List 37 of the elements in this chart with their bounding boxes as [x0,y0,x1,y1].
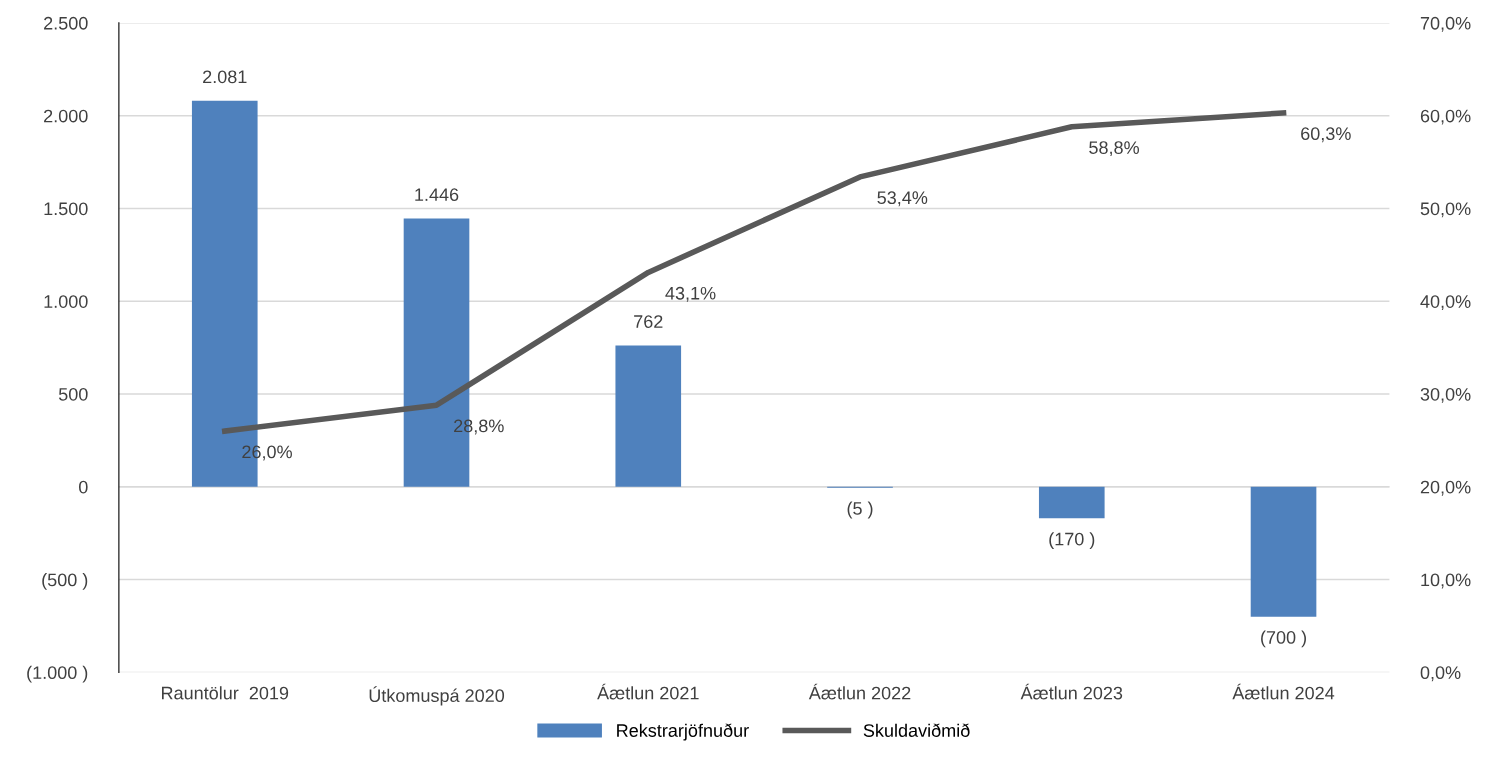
y2-tick-label: 60,0% [1420,109,1471,125]
data-label: 1.446 [415,188,459,202]
data-label: (170 ) [1049,532,1095,550]
y2-tick-label: 30,0% [1420,387,1471,403]
y-tick-label: 1.000 [44,295,88,308]
y2-tick-label: 10,0% [1421,573,1471,589]
y2-tick-label: 0,0% [1420,666,1461,682]
legend-label: Skuldaviðmið [863,723,970,737]
y-tick-label: 500 [58,387,88,401]
y-tick-label: 2.500 [44,16,88,30]
bar [615,345,682,487]
y2-tick-label: 70,0% [1420,16,1471,32]
x-tick-label: Áætlun 2021 [597,683,699,700]
y-tick-label: (500 ) [42,573,88,590]
data-label: 2.081 [203,70,247,84]
data-label: 762 [634,315,663,328]
data-label: 43,1% [665,286,716,302]
data-label: 58,8% [1089,141,1139,157]
x-tick-label: Áætlun 2022 [808,683,911,700]
data-label: 53,4% [877,191,928,207]
x-tick-label: Rauntölur 2019 [162,686,289,700]
bar [1250,486,1317,617]
data-label: 60,3% [1301,127,1351,143]
y-tick-label: 2.000 [44,109,88,123]
data-label: (700 ) [1261,630,1306,648]
y2-tick-label: 20,0% [1420,480,1471,496]
x-tick-label: Útkomuspá 2020 [369,686,505,706]
x-tick-label: Áætlun 2023 [1020,683,1123,700]
y-tick-label: 0 [78,480,88,494]
y-tick-label: 1.500 [44,202,88,216]
y2-tick-label: 50,0% [1420,202,1471,218]
legend-label: Rekstrarjöfnuður [617,723,749,741]
bar [1038,486,1105,519]
y-tick-label: (1.000 ) [27,665,88,683]
data-label: (5 ) [847,501,873,519]
x-tick-label: Áætlun 2024 [1232,683,1335,700]
y2-tick-label: 40,0% [1420,295,1471,311]
